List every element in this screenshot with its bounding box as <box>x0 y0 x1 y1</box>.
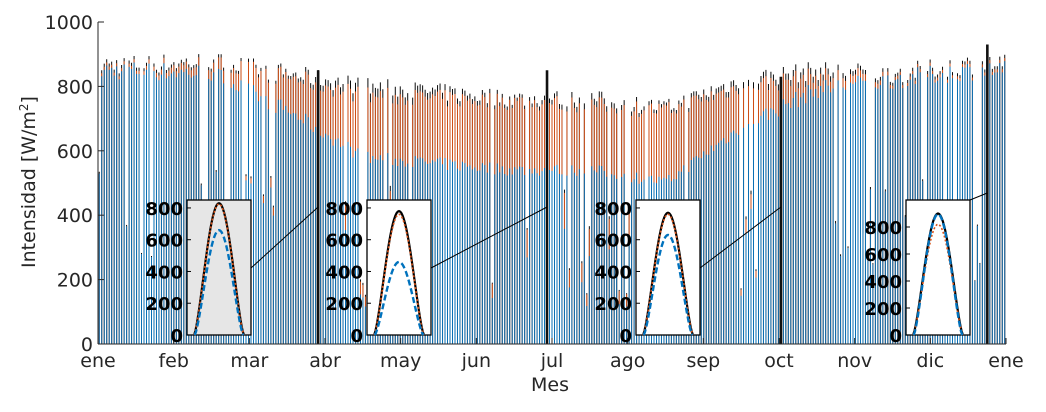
axes-layer: 0 200 400 600 800 1000 ene feb mar abr may jun jul ag… <box>45 12 1024 372</box>
y-tick-label-0: 0 <box>81 334 93 356</box>
x-tick-label-12: ene <box>988 350 1023 372</box>
inset-1-connector <box>250 206 319 269</box>
inset-4-y-tick-label-0: 0 <box>889 326 902 347</box>
inset-3-connector <box>699 206 782 269</box>
inset-2-connector <box>430 206 548 269</box>
inset-4-y-tick-label-3: 600 <box>864 245 902 266</box>
x-tick-label-7: ago <box>610 350 645 372</box>
x-tick-label-10: nov <box>837 350 872 372</box>
inset-1-black-curve <box>192 201 246 336</box>
x-tick-label-0: ene <box>80 350 115 372</box>
inset-3-y-tick-label-3: 600 <box>594 231 632 252</box>
inset-frame-1 <box>186 199 252 336</box>
inset-4-blue-curve <box>912 212 964 336</box>
inset-2-y-tick-label-4: 800 <box>325 199 363 220</box>
x-tick-label-3: abr <box>309 350 341 372</box>
inset-2-y-tick-label-0: 0 <box>350 326 363 347</box>
inset-frame-4 <box>905 199 971 336</box>
inset-3-y-tick-label-2: 400 <box>594 262 632 283</box>
inset-1-y-tick-label-2: 400 <box>145 262 183 283</box>
y-tick-label-1: 200 <box>57 270 93 292</box>
inset-2-blue-curve <box>373 260 425 336</box>
x-tick-label-8: sep <box>687 350 721 372</box>
inset-3-orange-curve <box>642 213 694 336</box>
y-tick-label-2: 400 <box>57 205 93 227</box>
inset-2-y-tick-label-1: 200 <box>325 294 363 315</box>
inset-1-blue-curve <box>193 228 245 336</box>
inset-1-y-tick-label-0: 0 <box>170 326 183 347</box>
inset-3-y-tick-label-4: 800 <box>594 199 632 220</box>
inset-4: 0 200 400 600 800 <box>864 199 971 347</box>
inset-1-y-tick-label-4: 800 <box>145 199 183 220</box>
y-axis-label: Intensidad [W/m2] <box>17 96 40 268</box>
inset-1-y-tick-label-1: 200 <box>145 294 183 315</box>
inset-3-y-tick-label-1: 200 <box>594 294 632 315</box>
inset-2-y-tick-label-3: 600 <box>325 231 363 252</box>
x-tick-label-5: jun <box>461 350 491 372</box>
x-tick-label-9: oct <box>764 350 794 372</box>
inset-3: 0 200 400 600 800 <box>594 199 701 347</box>
inset-3-blue-curve <box>642 233 694 336</box>
inset-1: 0 200 400 600 800 <box>145 199 252 347</box>
inset-connectors-layer <box>250 192 988 269</box>
inset-2: 0 200 400 600 800 <box>325 199 432 347</box>
inset-4-y-tick-label-4: 800 <box>864 218 902 239</box>
x-tick-label-6: jul <box>540 350 564 372</box>
inset-frame-2 <box>366 199 432 336</box>
insets-layer: 0200400600800020040060080002004006008000… <box>145 199 971 347</box>
inset-2-orange-curve <box>373 213 425 336</box>
y-tick-label-5: 1000 <box>45 12 93 34</box>
x-tick-label-11: dic <box>916 350 944 372</box>
inset-3-y-tick-label-0: 0 <box>619 326 632 347</box>
x-axis-label: Mes <box>531 374 569 396</box>
inset-4-y-tick-label-2: 400 <box>864 272 902 293</box>
y-axis-label-superscript: 2 <box>17 103 31 111</box>
inset-2-y-tick-label-2: 400 <box>325 262 363 283</box>
inset-4-y-tick-label-1: 200 <box>864 299 902 320</box>
x-tick-label-2: mar <box>230 350 268 372</box>
x-tick-label-1: feb <box>158 350 188 372</box>
inset-1-y-tick-label-3: 600 <box>145 231 183 252</box>
y-tick-label-4: 800 <box>57 76 93 98</box>
inset-4-connector <box>969 192 988 201</box>
x-tick-label-4: may <box>380 350 421 372</box>
inset-frame-3 <box>635 199 701 336</box>
y-tick-label-3: 600 <box>57 141 93 163</box>
